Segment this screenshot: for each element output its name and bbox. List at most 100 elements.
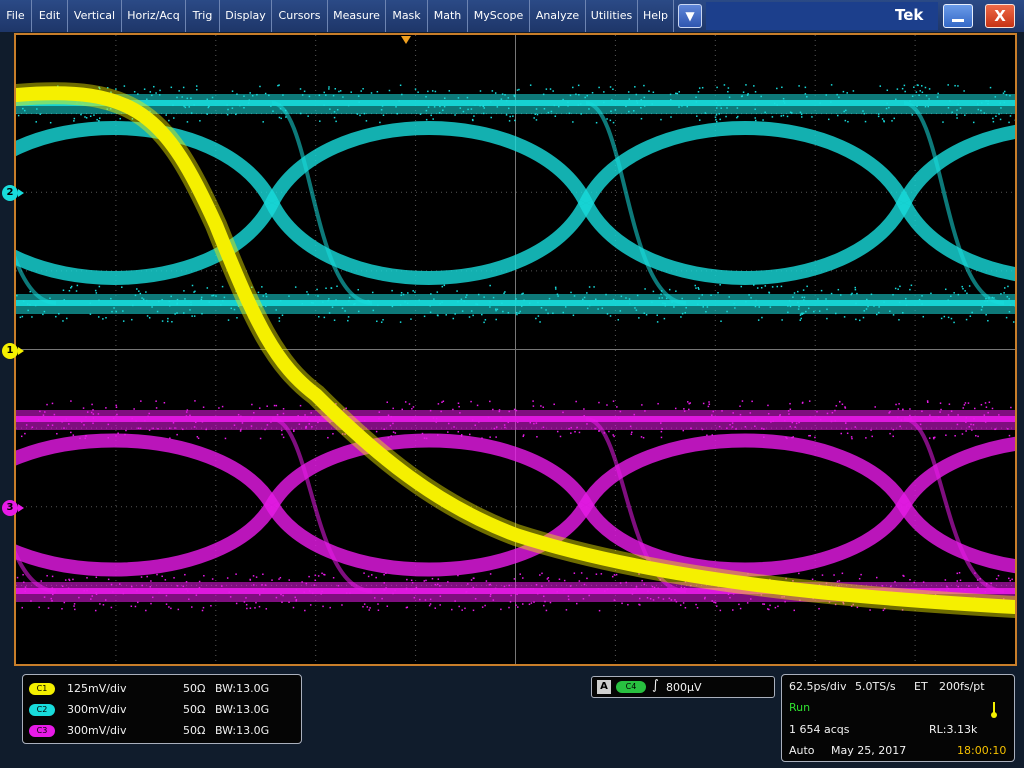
channel-2-trace-noise-dot bbox=[1007, 286, 1009, 288]
channel-2-trace-noise-dot bbox=[921, 85, 923, 87]
channel-3-trace-noise-dot bbox=[83, 590, 85, 592]
channel-3-trace-noise-dot bbox=[388, 437, 390, 439]
channel-3-trace-noise-dot bbox=[844, 406, 846, 408]
channel-3-trace-noise-dot bbox=[425, 580, 427, 582]
channel-2-trace-noise-dot bbox=[800, 112, 802, 114]
channel-2-trace-noise-dot bbox=[489, 285, 491, 287]
channel-3-trace-noise-dot bbox=[612, 434, 614, 436]
menu-display[interactable]: Display bbox=[220, 0, 272, 32]
ch2-offset-marker[interactable]: 2 bbox=[2, 185, 18, 201]
menu-horiz-acq[interactable]: Horiz/Acq bbox=[122, 0, 186, 32]
channel-2-trace-noise-dot bbox=[157, 311, 159, 313]
channel-1-readout[interactable]: C1 125mV/div 50Ω BW:13.0G bbox=[29, 680, 297, 698]
trigger-position-indicator[interactable] bbox=[401, 36, 411, 44]
acquisition-readout[interactable]: 62.5ps/div 5.0TS/s ET 200fs/pt Run 1 654… bbox=[781, 674, 1015, 762]
channel-2-trace-noise-dot bbox=[781, 286, 783, 288]
menu-help[interactable]: Help bbox=[638, 0, 674, 32]
menu-file[interactable]: File bbox=[0, 0, 32, 32]
channel-3-trace-noise-dot bbox=[517, 606, 519, 608]
channel-2-trace-noise-dot bbox=[261, 286, 263, 288]
close-button[interactable]: X bbox=[985, 4, 1015, 28]
ch3-offset-marker[interactable]: 3 bbox=[2, 500, 18, 516]
channel-2-trace-noise-dot bbox=[664, 318, 666, 320]
channel-2-trace-noise-dot bbox=[945, 289, 947, 291]
channel-2-trace-noise-dot bbox=[519, 311, 521, 313]
channel-2-trace-noise-dot bbox=[372, 292, 374, 294]
channel-3-trace-noise-dot bbox=[985, 421, 987, 423]
channel-2-trace-noise-dot bbox=[206, 113, 208, 115]
channel-3-trace-noise-dot bbox=[394, 590, 396, 592]
channel-2-trace-noise-dot bbox=[279, 320, 281, 322]
channel-3-trace-eye-upper-edge bbox=[586, 441, 904, 506]
channel-3-trace-noise-dot bbox=[225, 438, 227, 440]
channel-3-trace-noise-dot bbox=[845, 422, 847, 424]
channel-2-readout[interactable]: C2 300mV/div 50Ω BW:13.0G bbox=[29, 701, 297, 719]
channel-3-trace-noise-dot bbox=[323, 574, 325, 576]
minimize-button[interactable] bbox=[943, 4, 973, 28]
channel-3-trace-noise-dot bbox=[998, 575, 1000, 577]
channel-2-trace-noise-dot bbox=[49, 298, 51, 300]
channel-3-trace-noise-dot bbox=[68, 579, 70, 581]
channel-2-trace-noise-dot bbox=[897, 288, 899, 290]
menu-analyze[interactable]: Analyze bbox=[530, 0, 586, 32]
menu-vertical[interactable]: Vertical bbox=[68, 0, 122, 32]
channel-3-trace-noise-dot bbox=[842, 404, 844, 406]
channel-3-trace-noise-dot bbox=[280, 594, 282, 596]
channel-3-trace-noise-dot bbox=[202, 421, 204, 423]
channel-2-trace-noise-dot bbox=[165, 114, 167, 116]
channel-2-trace-noise-dot bbox=[492, 90, 494, 92]
channel-3-trace-noise-dot bbox=[430, 410, 432, 412]
menu-math[interactable]: Math bbox=[428, 0, 468, 32]
channel-2-trace-noise-dot bbox=[643, 313, 645, 315]
channel-2-trace-noise-dot bbox=[50, 122, 52, 124]
menu-utilities[interactable]: Utilities bbox=[586, 0, 638, 32]
channel-3-trace-noise-dot bbox=[745, 426, 747, 428]
channel-3-trace-noise-dot bbox=[385, 587, 387, 589]
channel-3-trace-noise-dot bbox=[296, 589, 298, 591]
channel-3-trace-noise-dot bbox=[1007, 428, 1009, 430]
channel-2-trace-noise-dot bbox=[661, 290, 663, 292]
channel-3-trace-noise-dot bbox=[767, 608, 769, 610]
channel-2-trace-noise-dot bbox=[329, 312, 331, 314]
menu-trig[interactable]: Trig bbox=[186, 0, 220, 32]
channel-2-trace-noise-dot bbox=[208, 105, 210, 107]
channel-2-trace-noise-dot bbox=[999, 102, 1001, 104]
channel-2-trace-noise-dot bbox=[737, 107, 739, 109]
trigger-source-badge: C4 bbox=[616, 681, 646, 693]
ch1-offset-marker[interactable]: 1 bbox=[2, 343, 18, 359]
channel-3-trace-noise-dot bbox=[709, 404, 711, 406]
channel-3-trace-noise-dot bbox=[968, 402, 970, 404]
channel-3-trace-noise-dot bbox=[810, 435, 812, 437]
channel-3-trace-noise-dot bbox=[145, 610, 147, 612]
channel-2-trace-noise-dot bbox=[687, 106, 689, 108]
channel-2-trace-noise-dot bbox=[454, 313, 456, 315]
menu-measure[interactable]: Measure bbox=[328, 0, 386, 32]
acquisition-count: 1 654 acqs bbox=[789, 723, 850, 736]
channel-3-trace-noise-dot bbox=[775, 607, 777, 609]
channel-2-trace-noise-dot bbox=[819, 310, 821, 312]
menu-mask[interactable]: Mask bbox=[386, 0, 428, 32]
channel-2-trace-noise-dot bbox=[516, 314, 518, 316]
channel-2-trace-noise-dot bbox=[678, 106, 680, 108]
menu-dropdown-button[interactable]: ▼ bbox=[678, 4, 702, 28]
channel-3-bandwidth: BW:13.0G bbox=[215, 724, 269, 737]
trigger-readout[interactable]: A C4 ∫ 800µV bbox=[591, 676, 775, 698]
channel-3-trace-noise-dot bbox=[182, 429, 184, 431]
channel-3-trace-noise-dot bbox=[963, 407, 965, 409]
channel-3-trace-noise-dot bbox=[322, 606, 324, 608]
channel-3-trace-noise-dot bbox=[788, 410, 790, 412]
channel-3-trace-noise-dot bbox=[888, 412, 890, 414]
channel-3-trace-noise-dot bbox=[264, 429, 266, 431]
channel-2-trace-noise-dot bbox=[866, 299, 868, 301]
channel-3-readout[interactable]: C3 300mV/div 50Ω BW:13.0G bbox=[29, 722, 297, 740]
menu-myscope[interactable]: MyScope bbox=[468, 0, 530, 32]
channel-2-trace-noise-dot bbox=[445, 314, 447, 316]
channel-2-trace-noise-dot bbox=[518, 312, 520, 314]
channel-3-trace-noise-dot bbox=[164, 402, 166, 404]
channel-2-trace-noise-dot bbox=[606, 118, 608, 120]
menu-edit[interactable]: Edit bbox=[32, 0, 68, 32]
channel-2-trace-noise-dot bbox=[73, 120, 75, 122]
waveform-display[interactable] bbox=[14, 33, 1017, 666]
channel-3-trace-noise-dot bbox=[514, 409, 516, 411]
menu-cursors[interactable]: Cursors bbox=[272, 0, 328, 32]
